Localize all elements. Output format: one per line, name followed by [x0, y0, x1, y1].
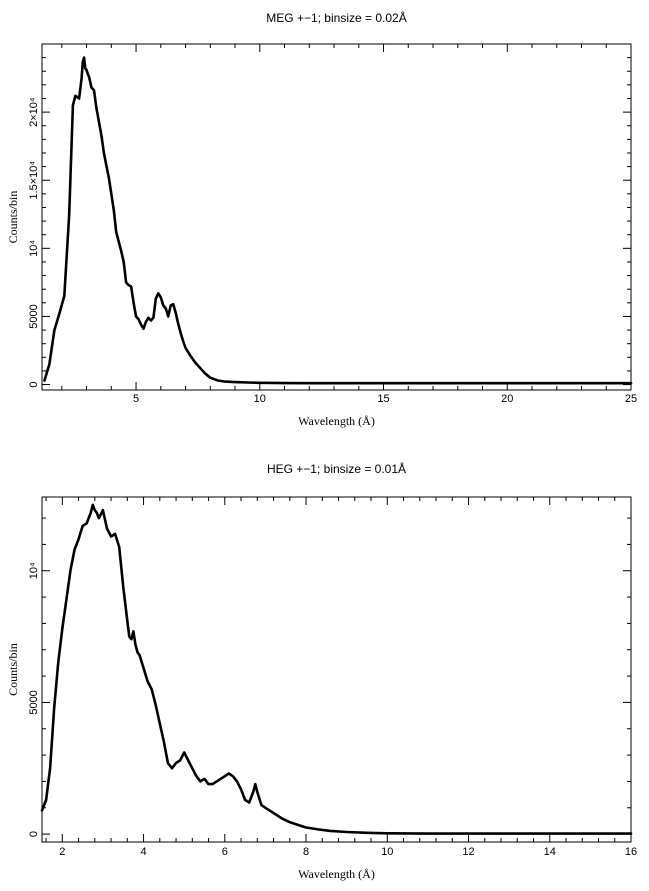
y-axis-label: Counts/bin [6, 191, 20, 244]
y-tick-label: 1.5×10⁴ [28, 161, 40, 200]
y-tick-label: 2×10⁴ [28, 97, 40, 127]
y-tick-label: 0 [28, 381, 40, 387]
y-tick-label: 5000 [28, 304, 40, 328]
x-tick-label: 10 [381, 846, 393, 858]
plot-frame [41, 43, 632, 391]
x-tick-label: 4 [140, 846, 146, 858]
y-axis-label: Counts/bin [6, 643, 20, 696]
x-tick-label: 5 [133, 393, 139, 405]
x-axis-label: Wavelength (Å) [298, 867, 375, 881]
chart-panel-2: HEG +−1; binsize = 0.01Å 2 4 6 8 10 12 14 16 0 500… [6, 461, 637, 881]
chart-title: HEG +−1; binsize = 0.01Å [267, 461, 406, 476]
x-tick-label: 8 [303, 846, 309, 858]
y-tick-label: 0 [28, 831, 40, 837]
x-tick-label: 10 [254, 393, 266, 405]
x-tick-label: 6 [222, 846, 228, 858]
spectrum-line-1 [43, 56, 633, 385]
y-tick-label: 5000 [28, 690, 40, 714]
x-tick-label: 15 [377, 393, 389, 405]
x-axis-label: Wavelength (Å) [298, 414, 375, 428]
y-tick-label: 10⁴ [28, 240, 40, 257]
x-tick-label: 25 [625, 393, 637, 405]
chart-title: MEG +−1; binsize = 0.02Å [266, 10, 406, 25]
x-tick-label: 12 [462, 846, 474, 858]
x-tick-label: 2 [59, 846, 65, 858]
x-tick-label: 20 [501, 393, 513, 405]
x-tick-label: 16 [625, 846, 637, 858]
spectrum-line-1 [40, 503, 633, 835]
y-tick-label: 10⁴ [28, 562, 40, 579]
chart-panel-1: MEG +−1; binsize = 0.02Å 5 10 15 20 25 0 5000 10… [6, 10, 637, 428]
x-tick-label: 14 [544, 846, 556, 858]
plot-frame [41, 496, 632, 843]
